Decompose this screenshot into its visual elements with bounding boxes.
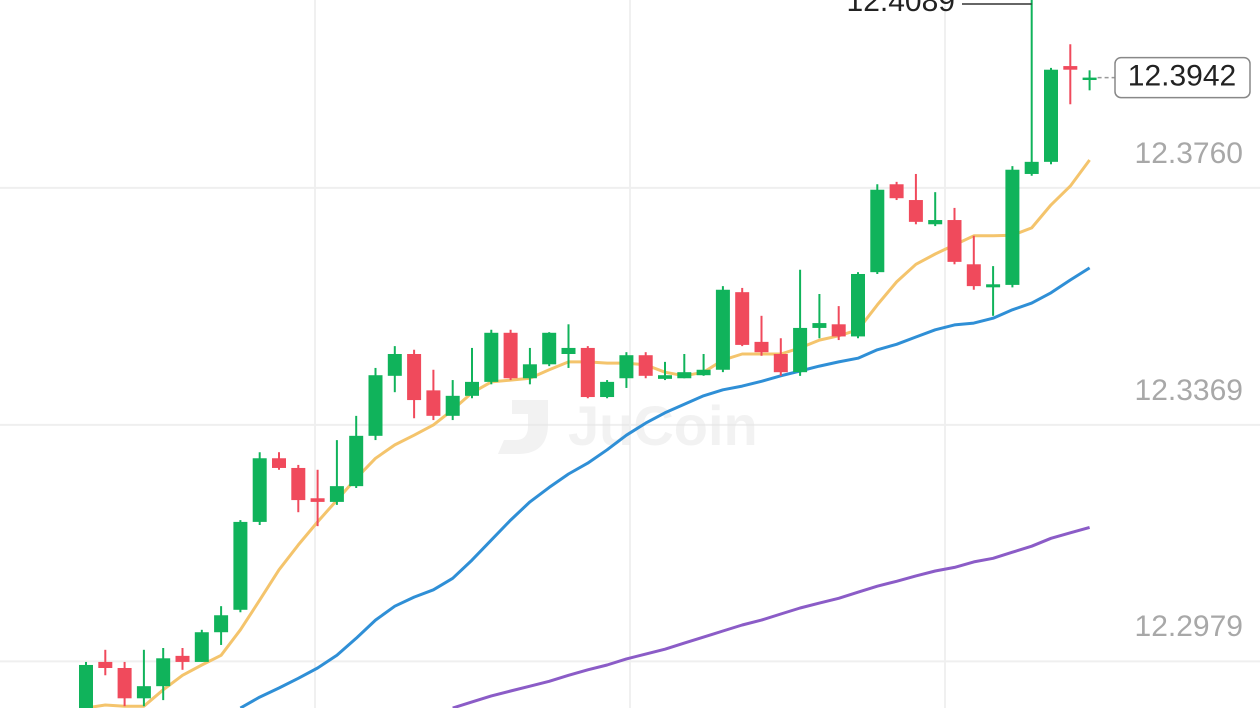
annotations: 12.4089 12.3942 [847,0,1251,99]
candle-body [754,341,769,353]
candle-body [696,369,711,376]
candle-body [484,332,499,382]
candle-body [542,332,557,365]
candle-body [793,327,808,373]
candle-body [986,284,1001,288]
candle-body [156,658,171,687]
candle-body [928,220,943,225]
candle-body [175,655,190,662]
candle-body [851,273,865,337]
candle-body [214,615,229,633]
candle-body [658,375,672,379]
candle-body [79,664,93,708]
candle-body [735,292,750,345]
candle-body [1024,161,1039,174]
candle-body [252,458,267,522]
y-tick-label: 12.3369 [1135,374,1243,407]
candle-body [407,354,422,401]
candle-body [368,375,383,436]
candle-body [1063,66,1078,70]
y-axis: 12.3760 12.3369 12.2979 [1135,137,1243,643]
candle-body [136,686,151,699]
candle-body [194,632,209,662]
candle-body [677,372,692,379]
candles [79,0,1097,708]
candle-body [947,220,962,262]
candle-body [1044,69,1058,162]
candle-body [291,467,306,501]
candle-body [870,189,885,273]
candle-body [561,347,576,354]
candle-body [445,395,460,416]
candle-body [272,458,286,468]
candle-body [98,661,113,668]
vertical-grid [314,0,946,708]
candle-body [503,332,518,379]
price-box [1114,56,1251,99]
candle-body [773,354,788,373]
moving-average-line [452,525,1091,708]
y-tick-label: 12.3760 [1135,137,1243,170]
candle-body [233,521,248,610]
candle-body [465,381,479,396]
candle-body [387,354,402,376]
candle-body [1005,169,1020,285]
watermark: JuCoin [498,394,758,457]
candle-body [638,355,653,376]
high-label: 12.4089 [847,0,955,18]
candle-body [908,200,923,222]
moving-average-line [239,266,1091,708]
candle-body [117,667,132,699]
candle-body [329,486,344,502]
candle-body [522,364,537,379]
candle-body [966,264,981,287]
price-label: 12.3942 [1128,60,1236,93]
candle-body [889,184,904,199]
candle-body [349,435,364,487]
candle-body [619,355,634,379]
y-tick-label: 12.2979 [1135,610,1243,643]
candle-body [310,498,325,502]
candle-body [426,390,441,416]
candle-body [1082,77,1097,81]
watermark-logo [498,400,548,454]
candle-body [600,381,615,398]
candle-body [831,324,846,337]
candle-body [812,323,827,328]
candle-body [580,347,595,398]
watermark-text: JuCoin [568,394,758,457]
candle-body [715,289,730,370]
